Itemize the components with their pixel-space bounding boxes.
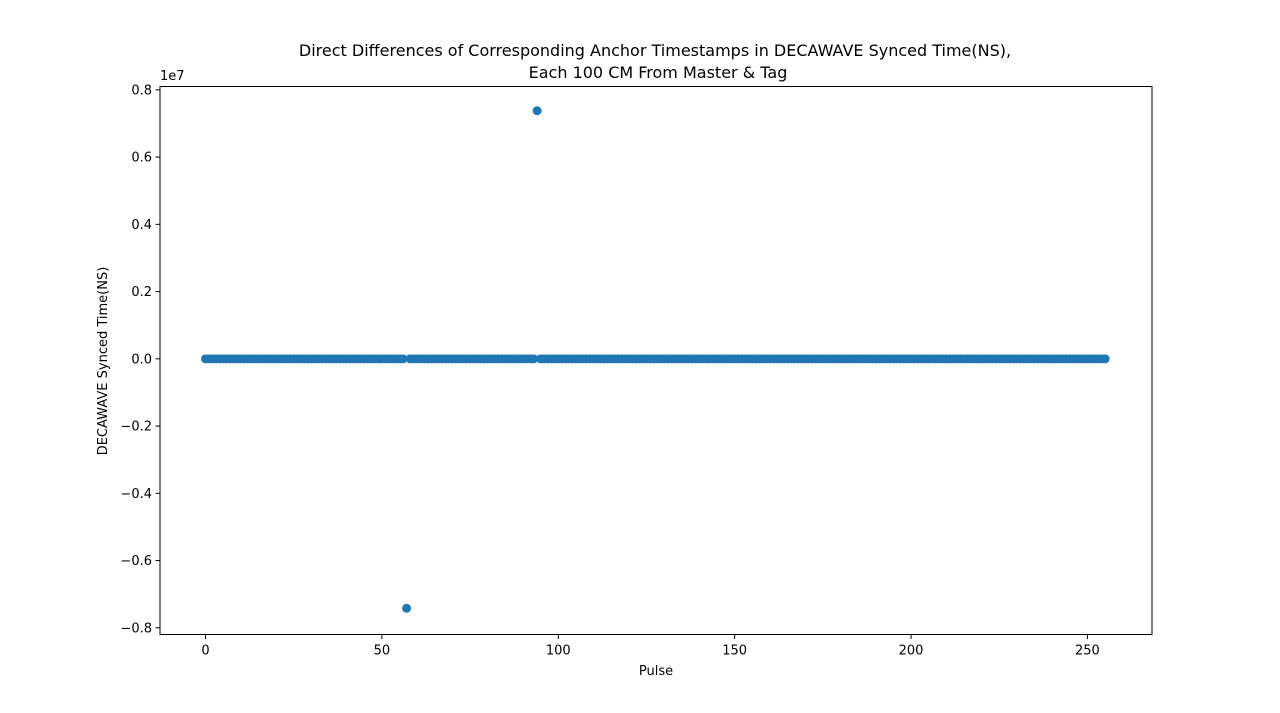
y-tick-label: 0.2 [131,285,152,300]
y-tick-label: 0.6 [131,151,152,166]
data-point [1100,354,1110,364]
x-axis-label: Pulse [639,664,673,679]
chart-title-line-1: Direct Differences of Corresponding Anch… [299,41,1011,60]
y-tick-label: −0.2 [120,420,152,435]
y-axis-offset-label: 1e7 [160,69,185,84]
data-point-outlier [402,603,412,613]
data-point-outlier [532,106,542,116]
y-tick-label: −0.4 [120,487,152,502]
y-axis: 0.8 0.6 0.4 0.2 0.0 −0.2 −0.4 −0.6 −0.8 [120,83,160,636]
x-tick-label: 50 [374,644,391,659]
data-point [529,354,539,364]
x-tick-label: 200 [899,644,924,659]
data-points [201,106,1110,613]
x-tick-label: 250 [1075,644,1100,659]
x-tick-label: 150 [722,644,747,659]
x-tick-label: 0 [201,644,209,659]
y-tick-label: −0.8 [120,621,152,636]
y-tick-label: 0.4 [131,218,152,233]
y-tick-label: −0.6 [120,554,152,569]
chart-title-line-2: Each 100 CM From Master & Tag [529,63,788,82]
x-tick-label: 100 [546,644,571,659]
plot-frame [159,86,1153,635]
y-tick-label: 0.0 [131,352,152,367]
data-point [398,354,408,364]
y-tick-label: 0.8 [131,83,152,98]
y-axis-label: DECAWAVE Synced Time(NS) [96,267,111,456]
x-axis: 0 50 100 150 200 250 [201,634,1100,659]
